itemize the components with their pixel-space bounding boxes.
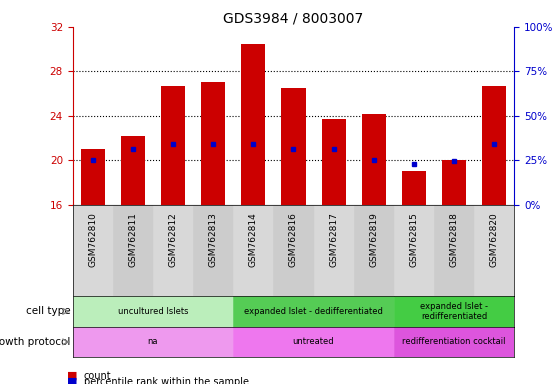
- Bar: [402, 171, 426, 205]
- Bar: [314, 205, 354, 296]
- Bar: [121, 136, 145, 205]
- Text: ■: ■: [67, 371, 78, 381]
- Bar: [73, 205, 113, 296]
- Text: count: count: [84, 371, 111, 381]
- Text: cell type: cell type: [26, 306, 70, 316]
- Text: untreated: untreated: [293, 338, 334, 346]
- Text: expanded Islet -
redifferentiated: expanded Islet - redifferentiated: [420, 302, 488, 321]
- Bar: [73, 327, 233, 357]
- Bar: [201, 83, 225, 205]
- Bar: [233, 296, 394, 327]
- Bar: [394, 327, 514, 357]
- Text: na: na: [148, 338, 158, 346]
- Text: GSM762811: GSM762811: [129, 212, 138, 267]
- Text: GSM762820: GSM762820: [490, 212, 499, 267]
- Bar: [474, 205, 514, 296]
- Text: redifferentiation cocktail: redifferentiation cocktail: [402, 338, 506, 346]
- Bar: [233, 205, 273, 296]
- Bar: [442, 160, 466, 205]
- Bar: [233, 327, 394, 357]
- Bar: [482, 86, 506, 205]
- Bar: [281, 88, 306, 205]
- Text: percentile rank within the sample: percentile rank within the sample: [84, 377, 249, 384]
- Text: GSM762814: GSM762814: [249, 212, 258, 267]
- Bar: [241, 43, 266, 205]
- Bar: [80, 149, 105, 205]
- Text: GSM762818: GSM762818: [449, 212, 458, 267]
- Text: GSM762815: GSM762815: [409, 212, 419, 267]
- Bar: [113, 205, 153, 296]
- Text: GSM762810: GSM762810: [88, 212, 97, 267]
- Bar: [193, 205, 233, 296]
- Text: GSM762819: GSM762819: [369, 212, 378, 267]
- Bar: [394, 296, 514, 327]
- Bar: [321, 119, 345, 205]
- Text: growth protocol: growth protocol: [0, 337, 70, 347]
- Text: GSM762817: GSM762817: [329, 212, 338, 267]
- Text: ■: ■: [67, 377, 78, 384]
- Bar: [153, 205, 193, 296]
- Title: GDS3984 / 8003007: GDS3984 / 8003007: [224, 12, 363, 26]
- Bar: [362, 114, 386, 205]
- Text: uncultured Islets: uncultured Islets: [118, 307, 188, 316]
- Bar: [161, 86, 185, 205]
- Bar: [434, 205, 474, 296]
- Text: GSM762812: GSM762812: [168, 212, 178, 267]
- Text: GSM762816: GSM762816: [289, 212, 298, 267]
- Text: expanded Islet - dedifferentiated: expanded Islet - dedifferentiated: [244, 307, 383, 316]
- Bar: [354, 205, 394, 296]
- Bar: [73, 296, 233, 327]
- Bar: [394, 205, 434, 296]
- Text: GSM762813: GSM762813: [209, 212, 217, 267]
- Bar: [273, 205, 314, 296]
